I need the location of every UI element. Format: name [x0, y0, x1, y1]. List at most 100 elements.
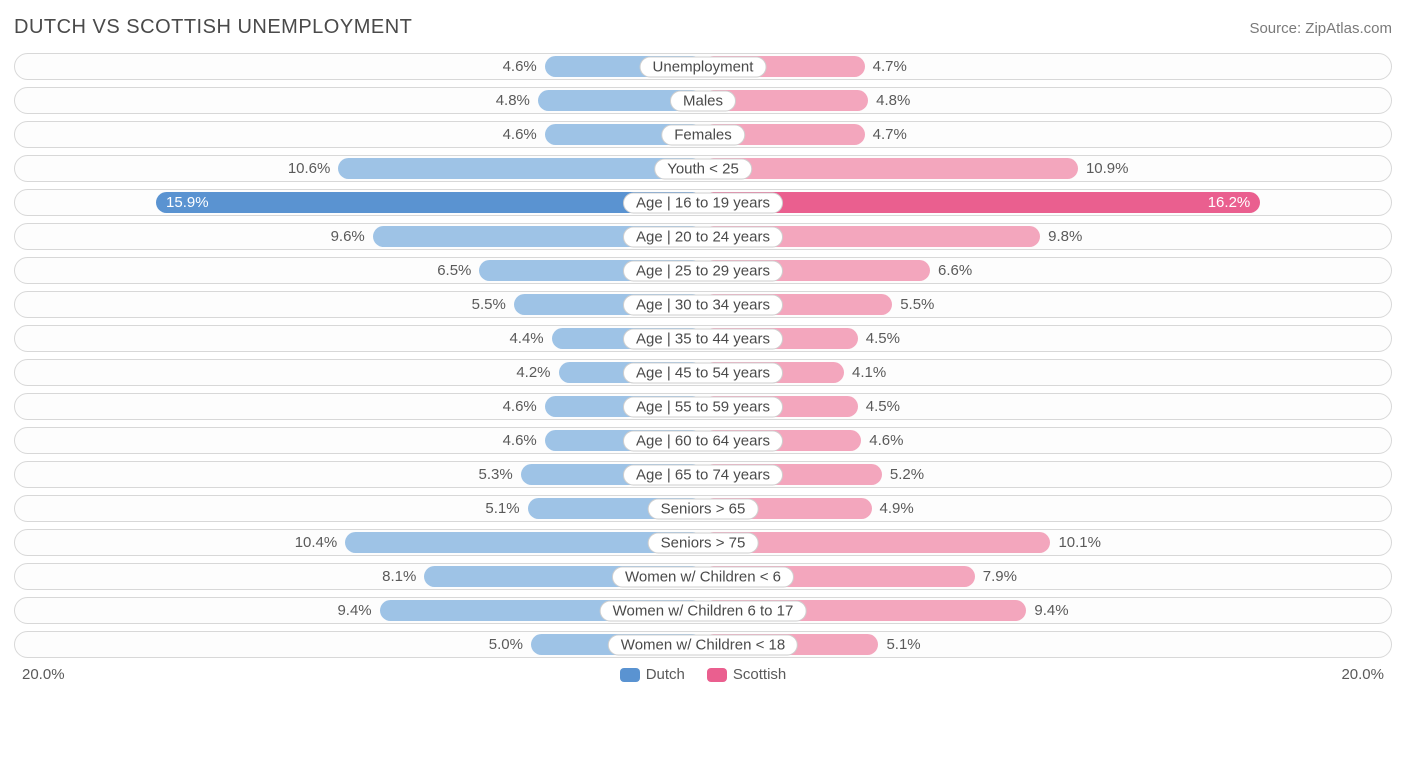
chart-row: 5.5% 5.5% Age | 30 to 34 years [14, 291, 1392, 318]
bar-half-right: 10.1% [703, 530, 1391, 555]
bar-half-left: 8.1% [15, 564, 703, 589]
bar-right [703, 158, 1078, 179]
category-label: Seniors > 75 [648, 532, 759, 553]
value-right: 7.9% [975, 568, 1017, 585]
chart-row: 4.8% 4.8% Males [14, 87, 1392, 114]
bar-half-left: 5.1% [15, 496, 703, 521]
chart-title: DUTCH VS SCOTTISH UNEMPLOYMENT [14, 16, 412, 39]
chart-row: 8.1% 7.9% Women w/ Children < 6 [14, 563, 1392, 590]
bar-half-right: 10.9% [703, 156, 1391, 181]
value-left: 6.5% [437, 262, 479, 279]
chart-row: 10.6% 10.9% Youth < 25 [14, 155, 1392, 182]
legend-swatch-scottish [707, 668, 727, 682]
legend-label-scottish: Scottish [733, 666, 786, 683]
value-left: 4.6% [503, 432, 545, 449]
category-label: Seniors > 65 [648, 498, 759, 519]
bar-half-left: 4.8% [15, 88, 703, 113]
value-right: 4.5% [858, 398, 900, 415]
chart-row: 9.6% 9.8% Age | 20 to 24 years [14, 223, 1392, 250]
bar-half-left: 4.6% [15, 54, 703, 79]
legend-item-dutch: Dutch [620, 666, 685, 683]
value-right: 10.1% [1050, 534, 1101, 551]
category-label: Women w/ Children < 18 [608, 634, 798, 655]
category-label: Age | 25 to 29 years [623, 260, 783, 281]
bar-half-right: 4.1% [703, 360, 1391, 385]
chart-row: 5.1%4.9%Seniors > 65 [14, 495, 1392, 522]
chart-row: 15.9%16.2%Age | 16 to 19 years [14, 189, 1392, 216]
bar-half-left: 5.5% [15, 292, 703, 317]
value-left: 15.9% [156, 194, 219, 211]
category-label: Women w/ Children < 6 [612, 566, 794, 587]
value-left: 9.6% [331, 228, 373, 245]
chart-row: 9.4%9.4%Women w/ Children 6 to 17 [14, 597, 1392, 624]
value-right: 4.8% [868, 92, 910, 109]
bar-half-left: 4.6% [15, 428, 703, 453]
legend-swatch-dutch [620, 668, 640, 682]
value-left: 4.6% [503, 126, 545, 143]
axis-right-max: 20.0% [1341, 666, 1392, 683]
value-left: 10.6% [288, 160, 339, 177]
value-left: 4.2% [516, 364, 558, 381]
bar-half-left: 4.2% [15, 360, 703, 385]
bar-half-left: 9.6% [15, 224, 703, 249]
value-left: 4.8% [496, 92, 538, 109]
value-left: 5.5% [472, 296, 514, 313]
category-label: Females [661, 124, 745, 145]
bar-half-right: 16.2% [703, 190, 1391, 215]
chart-row: 4.6% 4.7% Unemployment [14, 53, 1392, 80]
category-label: Unemployment [640, 56, 767, 77]
category-label: Age | 30 to 34 years [623, 294, 783, 315]
bar-left: 15.9% [156, 192, 703, 213]
bar-half-right: 4.7% [703, 122, 1391, 147]
value-right: 4.6% [861, 432, 903, 449]
bar-half-right: 4.7% [703, 54, 1391, 79]
bar-half-left: 15.9% [15, 190, 703, 215]
category-label: Youth < 25 [654, 158, 752, 179]
chart-row: 5.0% 5.1%Women w/ Children < 18 [14, 631, 1392, 658]
value-left: 5.1% [485, 500, 527, 517]
chart-footer: 20.0% Dutch Scottish 20.0% [14, 666, 1392, 683]
value-right: 9.8% [1040, 228, 1082, 245]
value-left: 8.1% [382, 568, 424, 585]
value-right: 9.4% [1026, 602, 1068, 619]
bar-half-left: 4.4% [15, 326, 703, 351]
bar-half-left: 5.3% [15, 462, 703, 487]
value-right: 5.5% [892, 296, 934, 313]
bar-half-right: 9.8% [703, 224, 1391, 249]
chart-row: 4.4% 4.5%Age | 35 to 44 years [14, 325, 1392, 352]
bar-half-left: 10.6% [15, 156, 703, 181]
bar-half-right: 5.1% [703, 632, 1391, 657]
category-label: Males [670, 90, 736, 111]
bar-right: 16.2% [703, 192, 1260, 213]
value-right: 4.7% [865, 58, 907, 75]
chart-rows: 4.6% 4.7% Unemployment 4.8% 4.8% Males 4.6% 4.7… [14, 53, 1392, 658]
value-left: 4.4% [509, 330, 551, 347]
chart-header: DUTCH VS SCOTTISH UNEMPLOYMENT Source: Z… [14, 10, 1392, 53]
legend: Dutch Scottish [65, 666, 1342, 683]
category-label: Age | 55 to 59 years [623, 396, 783, 417]
value-left: 9.4% [337, 602, 379, 619]
bar-half-right: 4.5% [703, 326, 1391, 351]
bar-half-right: 4.8% [703, 88, 1391, 113]
category-label: Age | 20 to 24 years [623, 226, 783, 247]
category-label: Age | 65 to 74 years [623, 464, 783, 485]
bar-half-left: 5.0% [15, 632, 703, 657]
chart-row: 4.2% 4.1%Age | 45 to 54 years [14, 359, 1392, 386]
category-label: Age | 45 to 54 years [623, 362, 783, 383]
value-left: 5.0% [489, 636, 531, 653]
bar-half-right: 7.9% [703, 564, 1391, 589]
chart-row: 6.5% 6.6%Age | 25 to 29 years [14, 257, 1392, 284]
value-left: 10.4% [295, 534, 346, 551]
chart-row: 4.6% 4.5% Age | 55 to 59 years [14, 393, 1392, 420]
bar-half-right: 5.5% [703, 292, 1391, 317]
legend-label-dutch: Dutch [646, 666, 685, 683]
bar-half-right: 6.6% [703, 258, 1391, 283]
value-right: 10.9% [1078, 160, 1129, 177]
axis-left-max: 20.0% [14, 666, 65, 683]
bar-half-right: 4.5% [703, 394, 1391, 419]
legend-item-scottish: Scottish [707, 666, 786, 683]
category-label: Age | 35 to 44 years [623, 328, 783, 349]
value-left: 4.6% [503, 398, 545, 415]
value-right: 4.7% [865, 126, 907, 143]
value-left: 5.3% [478, 466, 520, 483]
